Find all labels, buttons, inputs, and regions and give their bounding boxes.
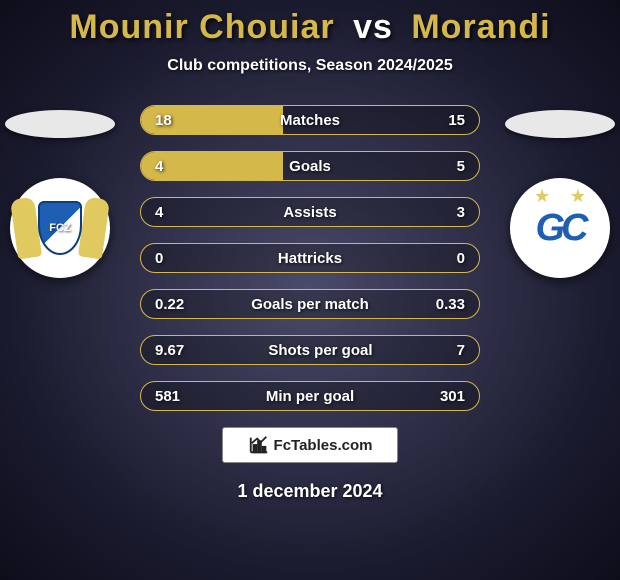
stat-value-left: 4 <box>155 158 163 175</box>
player1-name: Mounir Chouiar <box>69 8 334 46</box>
right-platform-ellipse <box>505 110 615 138</box>
star-icon: ★ <box>570 186 586 207</box>
star-icon: ★ <box>534 186 550 207</box>
fctables-badge[interactable]: FcTables.com <box>222 427 398 463</box>
stat-label: Assists <box>283 204 336 221</box>
vs-label: vs <box>353 8 393 46</box>
stat-label: Goals per match <box>251 296 369 313</box>
stat-value-right: 7 <box>457 342 465 359</box>
club-crest-right: ★ ★ GC <box>510 178 610 278</box>
stat-value-left: 9.67 <box>155 342 184 359</box>
stats-container: 18 Matches 15 4 Goals 5 4 Assists 3 0 Hattricks 0 0.… <box>140 105 480 411</box>
chart-icon <box>248 434 270 456</box>
stat-label: Goals <box>289 158 331 175</box>
stat-row: 581 Min per goal 301 <box>140 381 480 411</box>
left-platform-ellipse <box>5 110 115 138</box>
stat-label: Matches <box>280 112 340 129</box>
fctables-label: FcTables.com <box>274 437 373 454</box>
stat-row: 18 Matches 15 <box>140 105 480 135</box>
stat-value-right: 15 <box>448 112 465 129</box>
stat-row: 0.22 Goals per match 0.33 <box>140 289 480 319</box>
subtitle: Club competitions, Season 2024/2025 <box>0 57 620 75</box>
fcz-shield-icon <box>38 201 82 255</box>
stat-row: 0 Hattricks 0 <box>140 243 480 273</box>
gc-monogram: GC <box>536 207 585 250</box>
stat-label: Shots per goal <box>268 342 372 359</box>
stat-label: Hattricks <box>278 250 342 267</box>
stat-value-left: 581 <box>155 388 180 405</box>
club-crest-left <box>10 178 110 278</box>
gc-disc: ★ ★ GC <box>520 188 600 268</box>
stat-value-left: 0 <box>155 250 163 267</box>
left-badge-zone <box>5 110 115 278</box>
stat-row: 4 Goals 5 <box>140 151 480 181</box>
stat-value-left: 4 <box>155 204 163 221</box>
comparison-title: Mounir Chouiar vs Morandi <box>0 0 620 47</box>
stat-value-right: 0 <box>457 250 465 267</box>
stat-row: 4 Assists 3 <box>140 197 480 227</box>
stat-row: 9.67 Shots per goal 7 <box>140 335 480 365</box>
snapshot-date: 1 december 2024 <box>0 481 620 502</box>
lion-right-icon <box>78 197 110 260</box>
player2-name: Morandi <box>411 8 550 46</box>
stat-value-right: 5 <box>457 158 465 175</box>
stat-value-left: 0.22 <box>155 296 184 313</box>
stat-value-right: 301 <box>440 388 465 405</box>
stat-value-right: 3 <box>457 204 465 221</box>
stat-label: Min per goal <box>266 388 354 405</box>
right-badge-zone: ★ ★ GC <box>505 110 615 278</box>
stat-value-right: 0.33 <box>436 296 465 313</box>
stat-value-left: 18 <box>155 112 172 129</box>
